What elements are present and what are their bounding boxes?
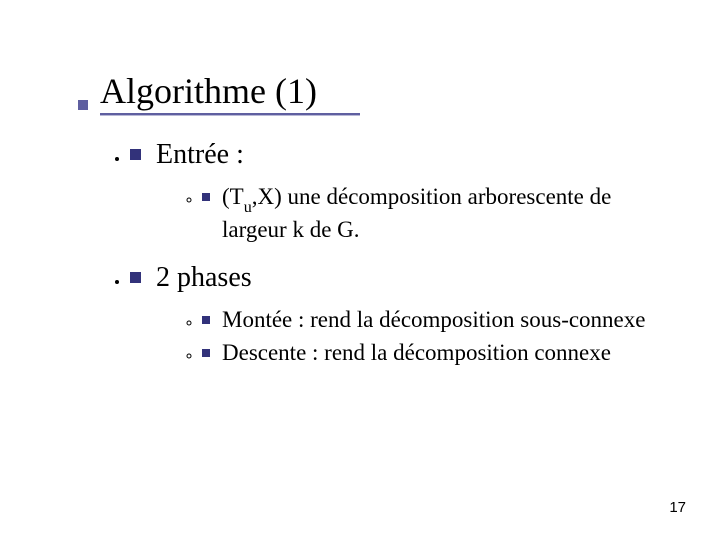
sublist-phases: Montée : rend la décomposition sous-conn… xyxy=(202,306,660,368)
page-number: 17 xyxy=(669,499,686,516)
list-item-text: Descente : rend la décomposition connexe xyxy=(222,340,611,365)
slide-title: Algorithme (1) xyxy=(100,70,317,112)
bullet-list: Entrée : (Tu,X) une décomposition arbore… xyxy=(130,139,660,368)
list-item-entree: Entrée : (Tu,X) une décomposition arbore… xyxy=(130,139,660,244)
subscript: u xyxy=(244,199,252,216)
list-item-text: (Tu,X) une décomposition arborescente de… xyxy=(222,184,611,242)
slide: Algorithme (1) Entrée : (Tu,X) une décom… xyxy=(0,0,720,540)
list-item-text: Montée : rend la décomposition sous-conn… xyxy=(222,307,645,332)
list-item: (Tu,X) une décomposition arborescente de… xyxy=(202,183,660,244)
text-fragment: ,X) une décomposition arborescente de la… xyxy=(222,184,611,242)
accent-square-icon xyxy=(78,100,88,110)
list-item-label: 2 phases xyxy=(156,262,252,293)
sublist-entree: (Tu,X) une décomposition arborescente de… xyxy=(202,183,660,244)
list-item-phases: 2 phases Montée : rend la décomposition … xyxy=(130,262,660,368)
text-fragment: (T xyxy=(222,184,244,209)
title-block: Algorithme (1) xyxy=(100,70,660,115)
title-underline xyxy=(100,113,360,115)
list-item-label: Entrée : xyxy=(156,139,244,170)
list-item: Descente : rend la décomposition connexe xyxy=(202,339,660,368)
list-item: Montée : rend la décomposition sous-conn… xyxy=(202,306,660,335)
